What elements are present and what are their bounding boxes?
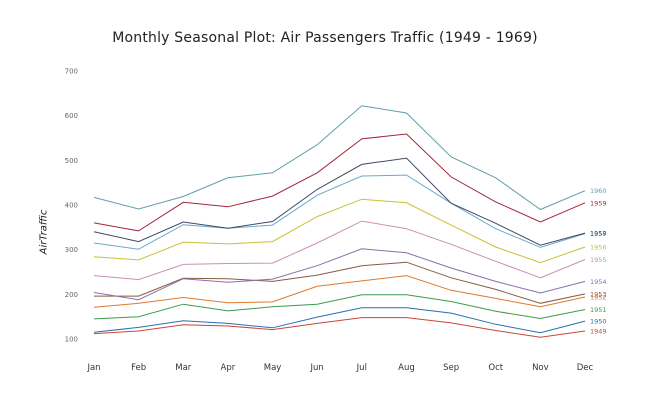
x-tick-label: Jul [356, 363, 367, 373]
chart-title: Monthly Seasonal Plot: Air Passengers Tr… [112, 30, 538, 46]
y-tick-label: 500 [65, 157, 78, 165]
series-end-label-1954: 1954 [590, 278, 607, 286]
x-tick-label: Apr [221, 363, 236, 373]
x-tick-label: Feb [131, 363, 146, 373]
x-tick-label: Jan [86, 363, 100, 373]
series-line-1950 [93, 307, 586, 334]
y-tick-label: 300 [65, 246, 78, 254]
y-tick-label: 200 [65, 291, 78, 299]
series-end-label-1955: 1955 [590, 256, 607, 264]
series-end-label-1957: 1957 [590, 230, 607, 238]
series-line-1954 [93, 248, 586, 301]
y-tick-label: 600 [65, 112, 78, 120]
series-line-1952 [93, 275, 586, 308]
x-tick-label: Jun [310, 363, 324, 373]
series-end-label-1950: 1950 [590, 318, 607, 326]
x-tick-label: May [264, 363, 282, 373]
y-tick-label: 100 [65, 336, 78, 344]
series-end-label-1960: 1960 [590, 187, 607, 195]
x-tick-label: Mar [175, 363, 192, 373]
y-tick-label: 700 [65, 68, 78, 76]
series-end-label-1958: 1958 [590, 230, 607, 238]
series-end-label-1956: 1956 [590, 243, 607, 251]
series-line-1953 [94, 261, 586, 304]
series-line-1951 [93, 294, 586, 320]
series-end-label-1951: 1951 [590, 306, 607, 314]
series-line-1955 [93, 220, 586, 281]
y-tick-label: 400 [65, 202, 78, 210]
x-tick-label: Nov [532, 363, 549, 373]
series-line-1956 [93, 198, 586, 264]
series-line-1957 [93, 174, 586, 250]
x-tick-label: Oct [488, 363, 503, 373]
x-tick-label: Sep [443, 363, 459, 373]
x-tick-label: Aug [398, 363, 415, 373]
series-line-1949 [93, 317, 586, 338]
series-end-label-1952: 1952 [590, 294, 607, 302]
series-end-label-1959: 1959 [590, 199, 607, 207]
series-end-label-1953: 1953 [590, 290, 607, 298]
series-line-1959 [93, 133, 586, 232]
x-tick-label: Dec [577, 363, 594, 373]
series-end-label-1949: 1949 [590, 327, 607, 335]
series-line-1960 [93, 105, 586, 211]
series-line-1958 [93, 157, 586, 246]
